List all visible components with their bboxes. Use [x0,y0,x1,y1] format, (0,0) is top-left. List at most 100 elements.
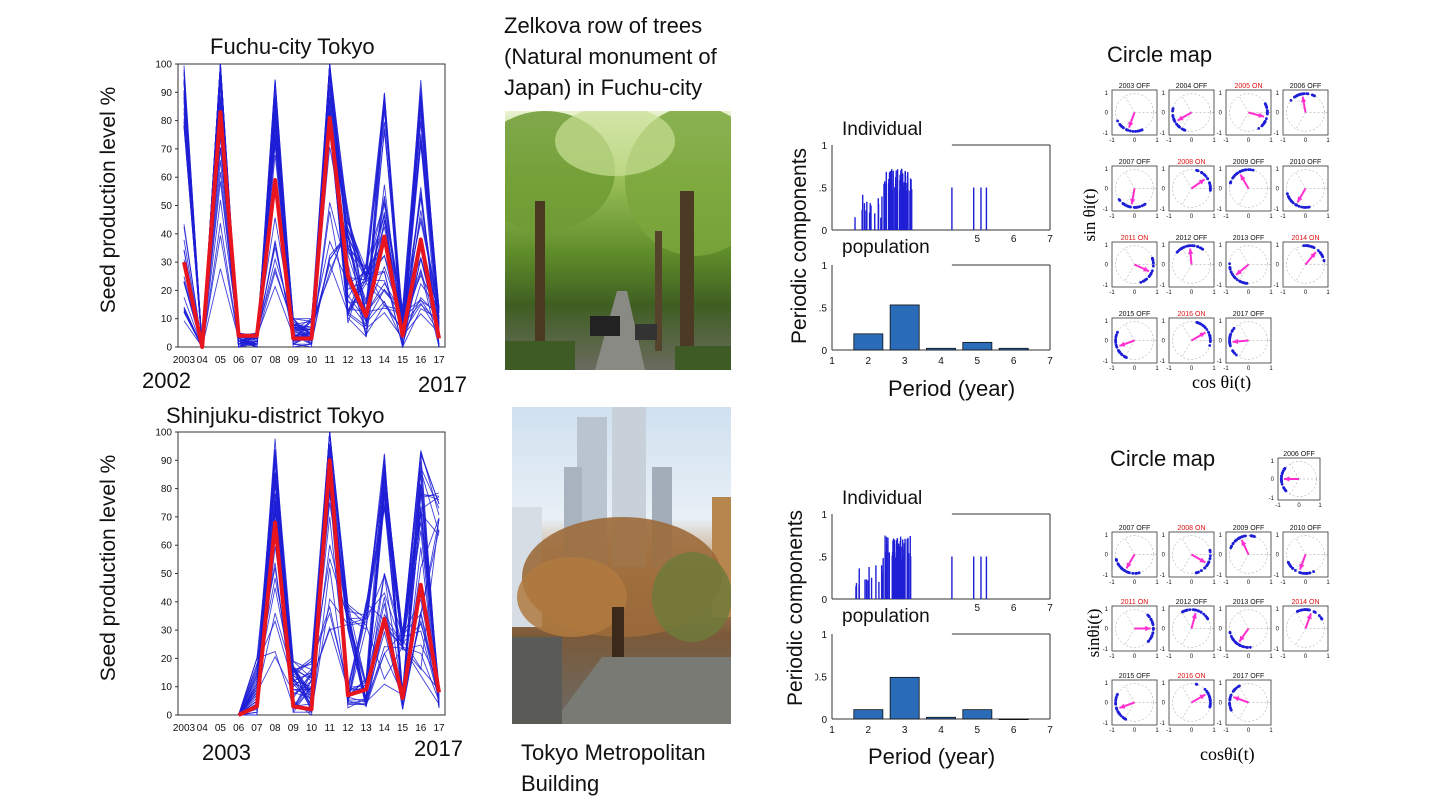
tree-phase-point [1146,639,1150,643]
tree-phase-point [1147,275,1151,278]
tree-phase-point [1302,244,1306,248]
tree-phase-point [1208,549,1212,552]
tree-phase-point [1114,696,1118,699]
top-period-xlabel: Period (year) [888,376,1016,401]
axis-tick-label: -1 [1166,654,1172,660]
tree-phase-point [1139,280,1143,284]
axis-tick-label: 1 [1318,503,1322,509]
axis-tick-label: 1 [1219,607,1223,613]
x-tick-label: 5 [975,234,981,245]
tree-phase-point [1305,92,1309,96]
tree-phase-point [1283,467,1286,471]
circle-panel-label: 2010 OFF [1290,525,1322,532]
tree-phase-point [1245,645,1248,649]
tree-phase-point [1299,92,1303,96]
axis-guide [1124,171,1135,189]
axis-guide [1238,702,1249,720]
x-tick-label: 2003 [173,723,196,734]
unit-circle [1229,245,1268,284]
x-tick-label: 06 [233,355,245,366]
circle-panel-frame [1111,317,1158,364]
tree-phase-point [1229,708,1233,712]
circle-panel-label: 2008 ON [1177,525,1205,532]
axis-guide [1124,611,1135,629]
axis-tick-label: 0 [1105,553,1109,559]
y-tick-label: 30 [161,258,173,269]
tree-phase-point [1207,330,1210,334]
tree-phase-point [1286,560,1290,564]
axis-guide [1289,478,1300,495]
y-tick-label: 1 [821,630,827,641]
axis-tick-label: 0 [1304,290,1308,296]
caption-line: Japan) in Fuchu-city [504,75,703,100]
arrow-head [1297,196,1303,203]
tree-phase-point [1228,336,1232,340]
tree-phase-point [1279,476,1283,480]
axis-tick-label: -1 [1274,573,1280,579]
circle-panel-label: 2006 OFF [1283,451,1315,458]
tree-phase-point [1116,119,1119,123]
tree-phase-point [1293,95,1296,99]
axis-tick-label: -1 [1166,290,1172,296]
tree-phase-point [1265,109,1269,113]
top-chart-title: Fuchu-city Tokyo [210,34,375,59]
x-tick-label: 14 [379,723,391,734]
axis-guide [1238,554,1249,572]
y-tick-label: 0.5 [815,673,827,684]
axis-tick-label: 0 [1133,654,1137,660]
tree-phase-point [1228,706,1232,709]
axis-tick-label: 0 [1219,263,1223,269]
axis-guide [1124,188,1135,206]
axis-tick-label: -1 [1223,728,1229,734]
axis-tick-label: -1 [1217,359,1223,365]
axis-tick-label: 1 [1105,167,1109,173]
axis-tick-label: 0 [1133,290,1137,296]
axis-tick-label: 1 [1105,319,1109,325]
tree-phase-point [1191,608,1195,612]
bottom-circle-title: Circle map [1110,446,1216,471]
tree-phase-point [1199,569,1203,573]
axis-guide [1124,537,1135,555]
tree-phase-point [1183,128,1187,132]
axis-tick-label: -1 [1217,721,1223,727]
tree-phase-point [1234,353,1238,357]
axis-tick-label: 1 [1105,607,1109,613]
axis-guide [1181,247,1192,265]
arrow-head [1119,341,1126,347]
x-tick-label: 12 [342,723,354,734]
tree-phase-point [1249,168,1253,172]
axis-tick-label: 0 [1105,701,1109,707]
circle-xlabel-text: cosθi(t) [1200,744,1255,764]
axis-guide [1181,323,1192,341]
circle-panel-frame [1168,89,1215,136]
y-tick-label: 100 [155,428,172,439]
tree-phase-point [1208,705,1212,709]
population-period-bar [998,718,1029,721]
axis-tick-label: 1 [1219,167,1223,173]
x-tick-label: 09 [288,723,300,734]
tree-phase-point [1172,117,1176,121]
top-line-chart: 0 10 20 30 40 50 60 70 80 90 100 2003 04 05 06 07 08 09 10… [155,60,446,366]
tree-phase-point [1320,617,1324,621]
tree-phase-point [1208,185,1212,189]
tree-phase-point [1229,694,1233,698]
tree-phase-point [1117,349,1120,352]
tree-phase-point [1208,181,1211,185]
axis-guide [1124,95,1135,113]
axis-tick-label: 1 [1269,654,1273,660]
axis-tick-label: 1 [1326,290,1330,296]
x-tick-label: 16 [415,723,427,734]
axis-tick-label: 1 [1219,533,1223,539]
axis-tick-label: 1 [1269,138,1273,144]
axis-tick-label: 1 [1212,580,1216,586]
x-tick-label: 4 [938,725,944,736]
circle-panel-label: 2015 OFF [1119,673,1151,680]
axis-tick-label: 0 [1276,627,1280,633]
axis-guide [1238,340,1249,358]
axis-guide [1124,264,1135,282]
circle-panel-label: 2017 OFF [1233,311,1265,318]
tree-phase-point [1189,244,1192,248]
axis-tick-label: 1 [1276,167,1280,173]
tree-phase-point [1196,609,1200,613]
